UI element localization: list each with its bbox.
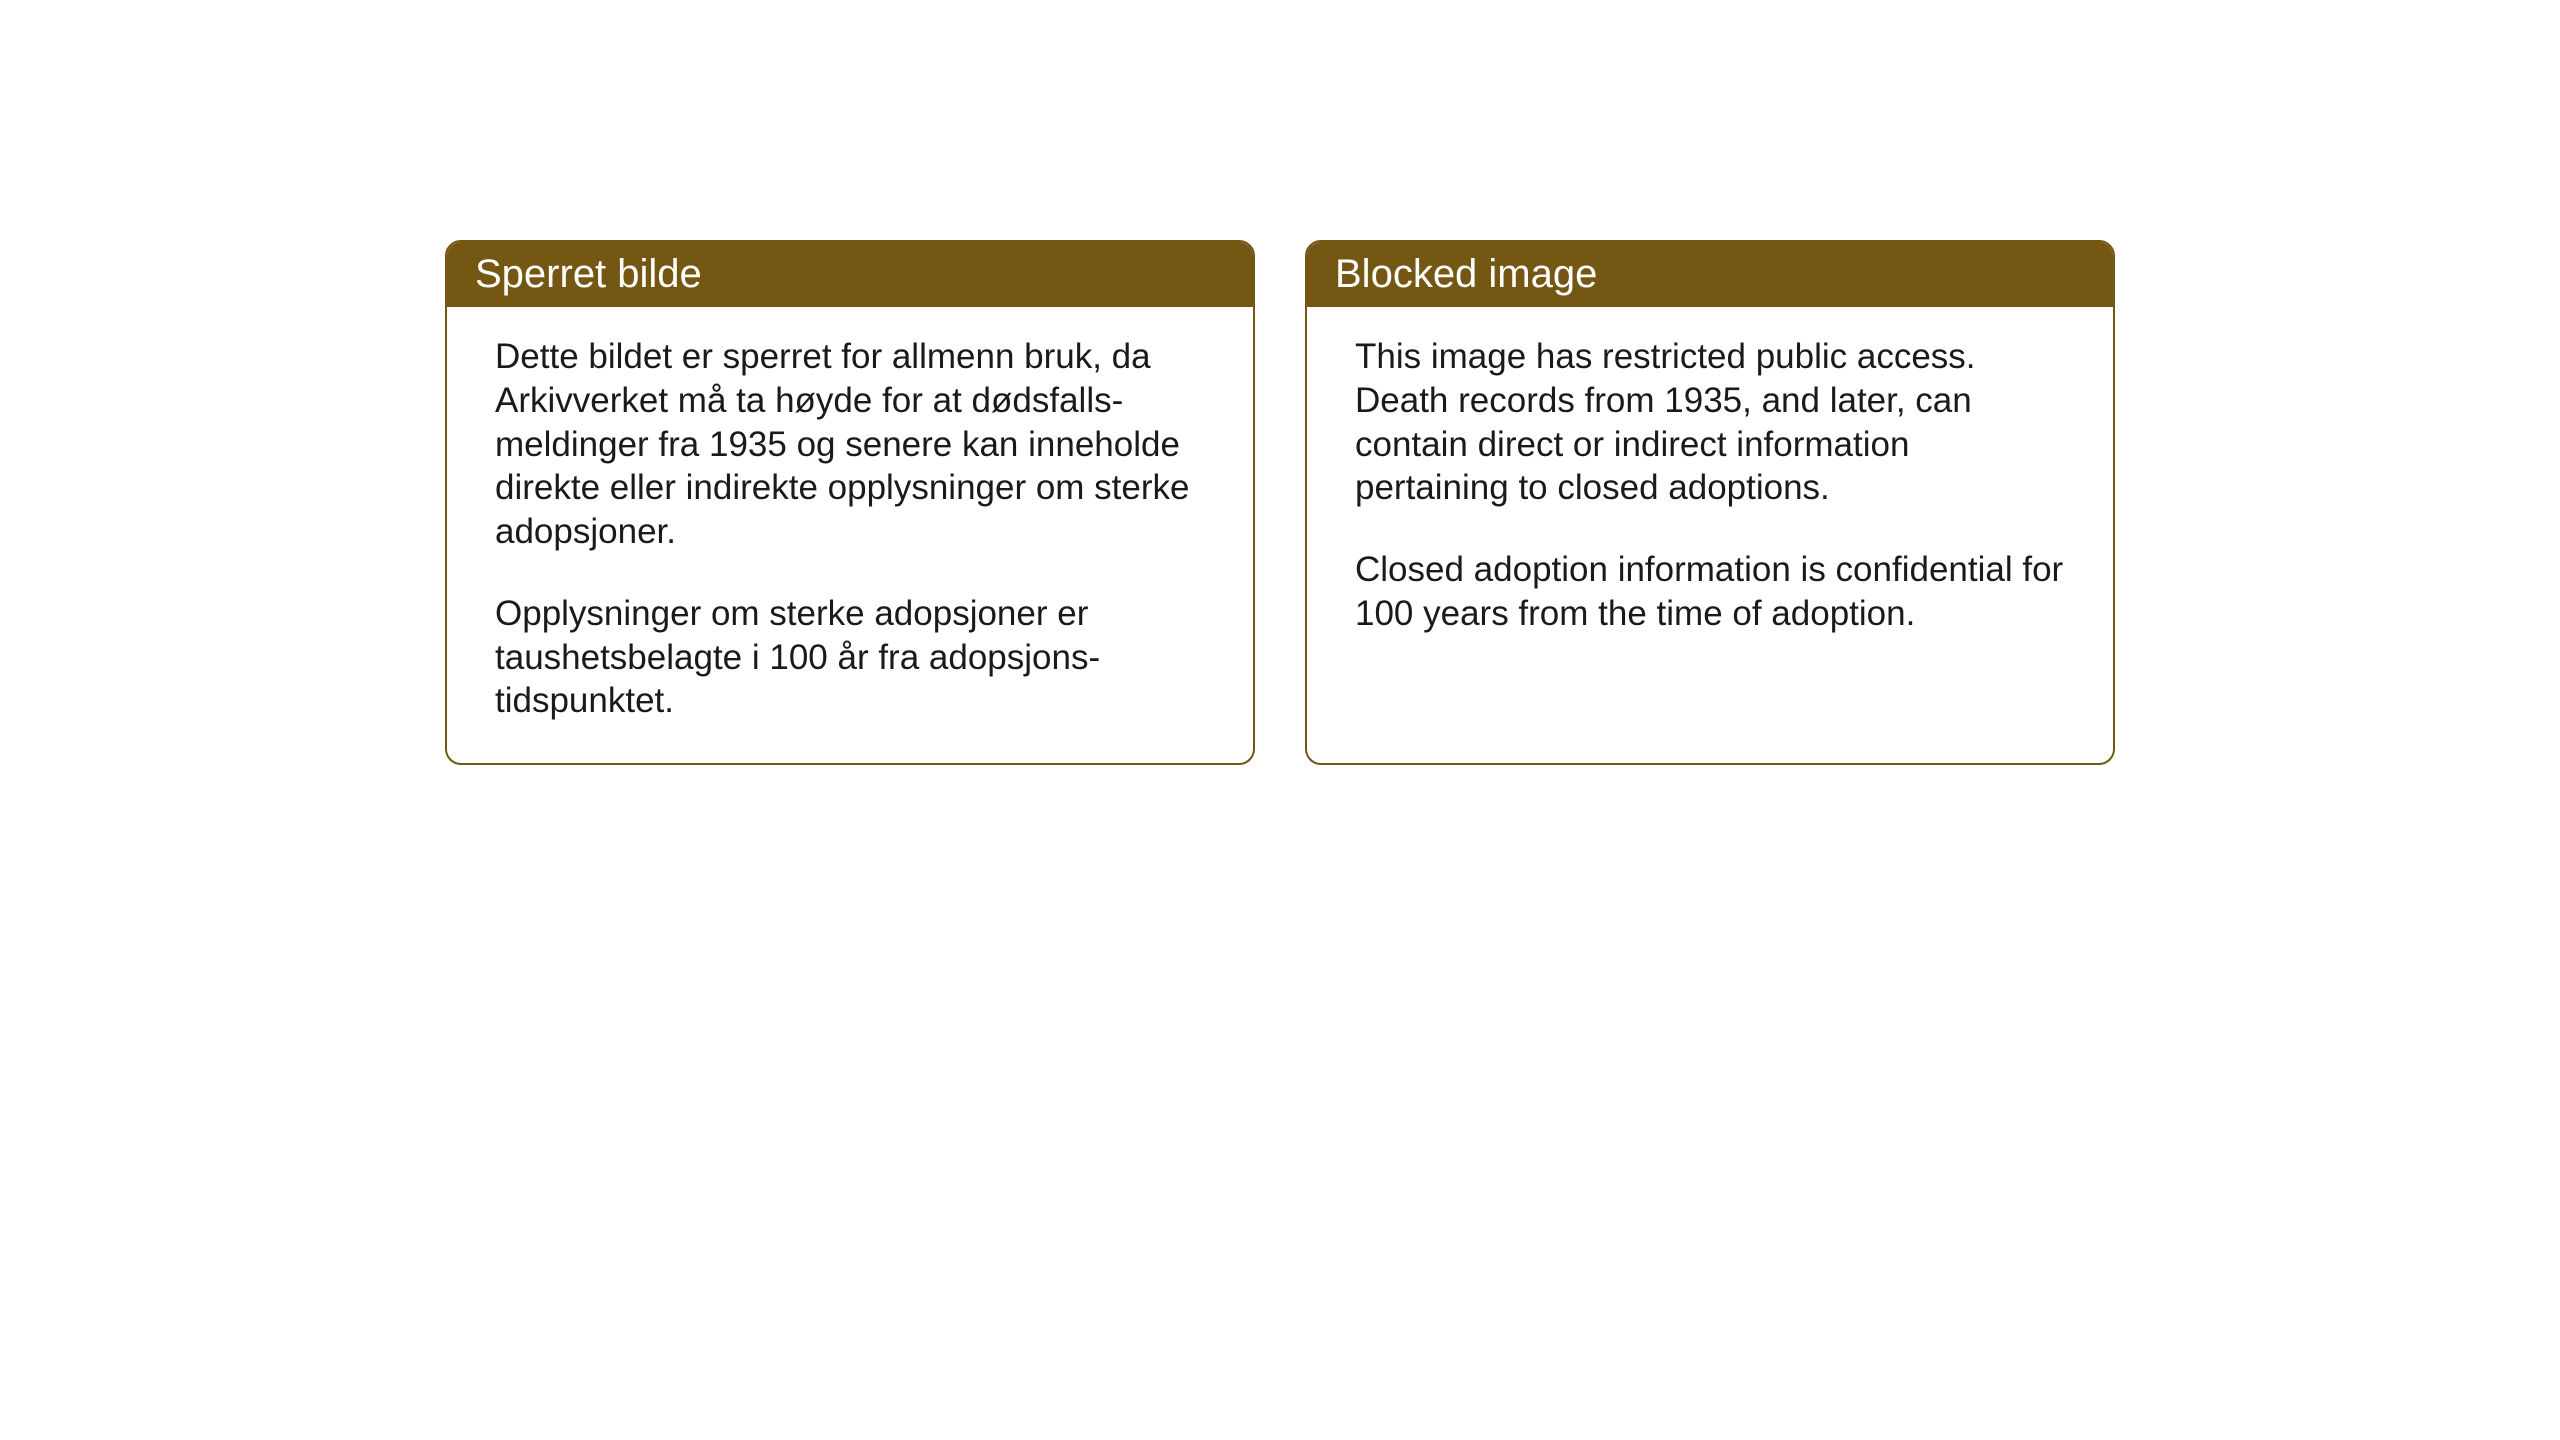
notice-card-english: Blocked image This image has restricted … (1305, 240, 2115, 765)
card-header-norwegian: Sperret bilde (447, 242, 1253, 307)
card-title-english: Blocked image (1335, 252, 1597, 296)
card-header-english: Blocked image (1307, 242, 2113, 307)
card-body-norwegian: Dette bildet er sperret for allmenn bruk… (447, 307, 1253, 763)
card-paragraph-english-1: This image has restricted public access.… (1355, 335, 2065, 510)
card-body-english: This image has restricted public access.… (1307, 307, 2113, 747)
card-paragraph-english-2: Closed adoption information is confident… (1355, 548, 2065, 636)
card-paragraph-norwegian-2: Opplysninger om sterke adopsjoner er tau… (495, 592, 1205, 723)
notice-card-norwegian: Sperret bilde Dette bildet er sperret fo… (445, 240, 1255, 765)
card-paragraph-norwegian-1: Dette bildet er sperret for allmenn bruk… (495, 335, 1205, 554)
card-title-norwegian: Sperret bilde (475, 252, 702, 296)
notice-container: Sperret bilde Dette bildet er sperret fo… (445, 240, 2115, 765)
